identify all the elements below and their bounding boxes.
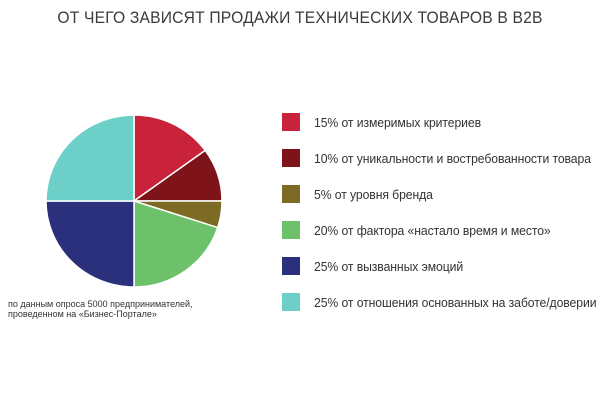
- chart-title: ОТ ЧЕГО ЗАВИСЯТ ПРОДАЖИ ТЕХНИЧЕСКИХ ТОВА…: [57, 8, 543, 27]
- legend-item: 25% от отношения основанных на заботе/до…: [282, 292, 600, 312]
- legend-swatch: [282, 257, 300, 275]
- source-note-line: по данным опроса 5000 предпринимателей,: [8, 299, 193, 309]
- legend-swatch: [282, 149, 300, 167]
- legend-label: 5% от уровня бренда: [314, 186, 433, 202]
- source-note-line: проведенном на «Бизнес-Портале»: [8, 309, 157, 319]
- legend-item: 25% от вызванных эмоций: [282, 256, 473, 276]
- legend-swatch: [282, 293, 300, 311]
- legend-label: 25% от вызванных эмоций: [314, 258, 464, 274]
- pie-slice: [133, 114, 207, 203]
- legend-item: 10% от уникальности и востребованности т…: [282, 148, 600, 168]
- legend-item: 5% от уровня бренда: [282, 184, 440, 204]
- pie-slice: [133, 199, 219, 288]
- legend-item: 15% от измеримых критериев: [282, 112, 492, 132]
- legend-label: 15% от измеримых критериев: [314, 114, 482, 130]
- pie-chart: [45, 114, 223, 288]
- legend-label: 10% от уникальности и востребованности т…: [314, 150, 591, 166]
- legend-swatch: [282, 185, 300, 203]
- pie-slice: [45, 114, 135, 202]
- legend-label: 20% от фактора «настало время и место»: [314, 222, 551, 238]
- legend-swatch: [282, 113, 300, 131]
- legend-item: 20% от фактора «настало время и место»: [282, 220, 566, 240]
- legend-swatch: [282, 221, 300, 239]
- legend-label: 25% от отношения основанных на заботе/до…: [314, 294, 597, 310]
- pie-slice: [45, 200, 135, 288]
- source-note: по данным опроса 5000 предпринимателей, …: [8, 299, 248, 319]
